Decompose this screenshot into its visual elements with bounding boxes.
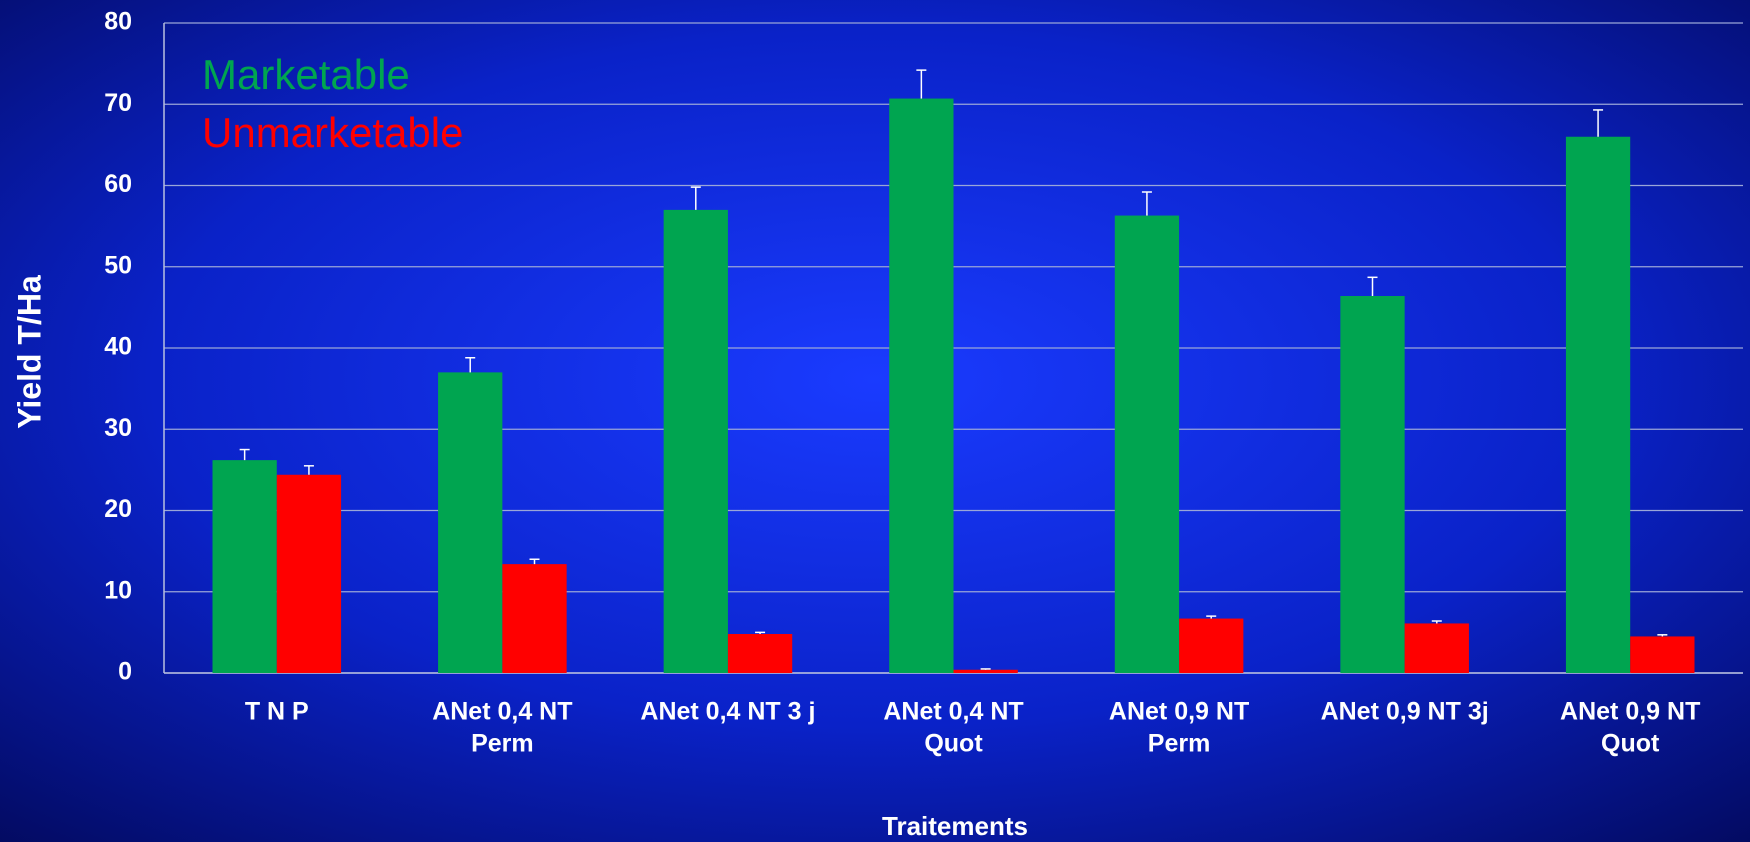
x-tick-label: Perm: [1148, 730, 1211, 758]
y-tick-label: 0: [118, 658, 132, 686]
bar: [276, 474, 342, 673]
y-tick-label: 30: [104, 414, 132, 442]
x-tick-label: Quot: [1601, 730, 1660, 758]
y-tick-label: 70: [104, 89, 132, 117]
x-tick-label: ANet 0,9 NT: [1560, 698, 1700, 726]
bar: [1630, 636, 1695, 673]
x-tick-label: Perm: [471, 730, 534, 758]
bar: [1565, 136, 1631, 673]
x-tick-label: ANet 0,4 NT: [432, 698, 572, 726]
x-tick-label: T N P: [245, 698, 309, 726]
y-tick-label: 50: [104, 251, 132, 279]
y-tick-label: 40: [104, 333, 132, 361]
bar: [212, 460, 277, 673]
bar: [1114, 215, 1180, 673]
x-axis-label: Traitements: [882, 811, 1028, 841]
bar: [1340, 296, 1405, 673]
x-tick-label: ANet 0,9 NT 3j: [1321, 698, 1489, 726]
bar: [1404, 623, 1469, 673]
y-axis-label: Yield T/Ha: [11, 275, 47, 429]
bar: [663, 209, 728, 673]
bar: [1179, 618, 1244, 673]
x-tick-label: ANet 0,4 NT: [883, 698, 1023, 726]
x-tick-label: Quot: [924, 730, 983, 758]
bar: [502, 564, 567, 673]
y-tick-label: 80: [104, 8, 132, 36]
legend-entry: Unmarketable: [202, 109, 463, 156]
y-tick-label: 10: [104, 576, 132, 604]
y-tick-label: 20: [104, 495, 132, 523]
legend-entry: Marketable: [202, 51, 410, 98]
bar: [953, 669, 1018, 673]
x-tick-label: ANet 0,4 NT 3 j: [640, 698, 815, 726]
bar: [438, 372, 503, 673]
bar: [889, 98, 954, 673]
x-tick-label: ANet 0,9 NT: [1109, 698, 1249, 726]
bar: [727, 634, 793, 673]
y-tick-label: 60: [104, 170, 132, 198]
